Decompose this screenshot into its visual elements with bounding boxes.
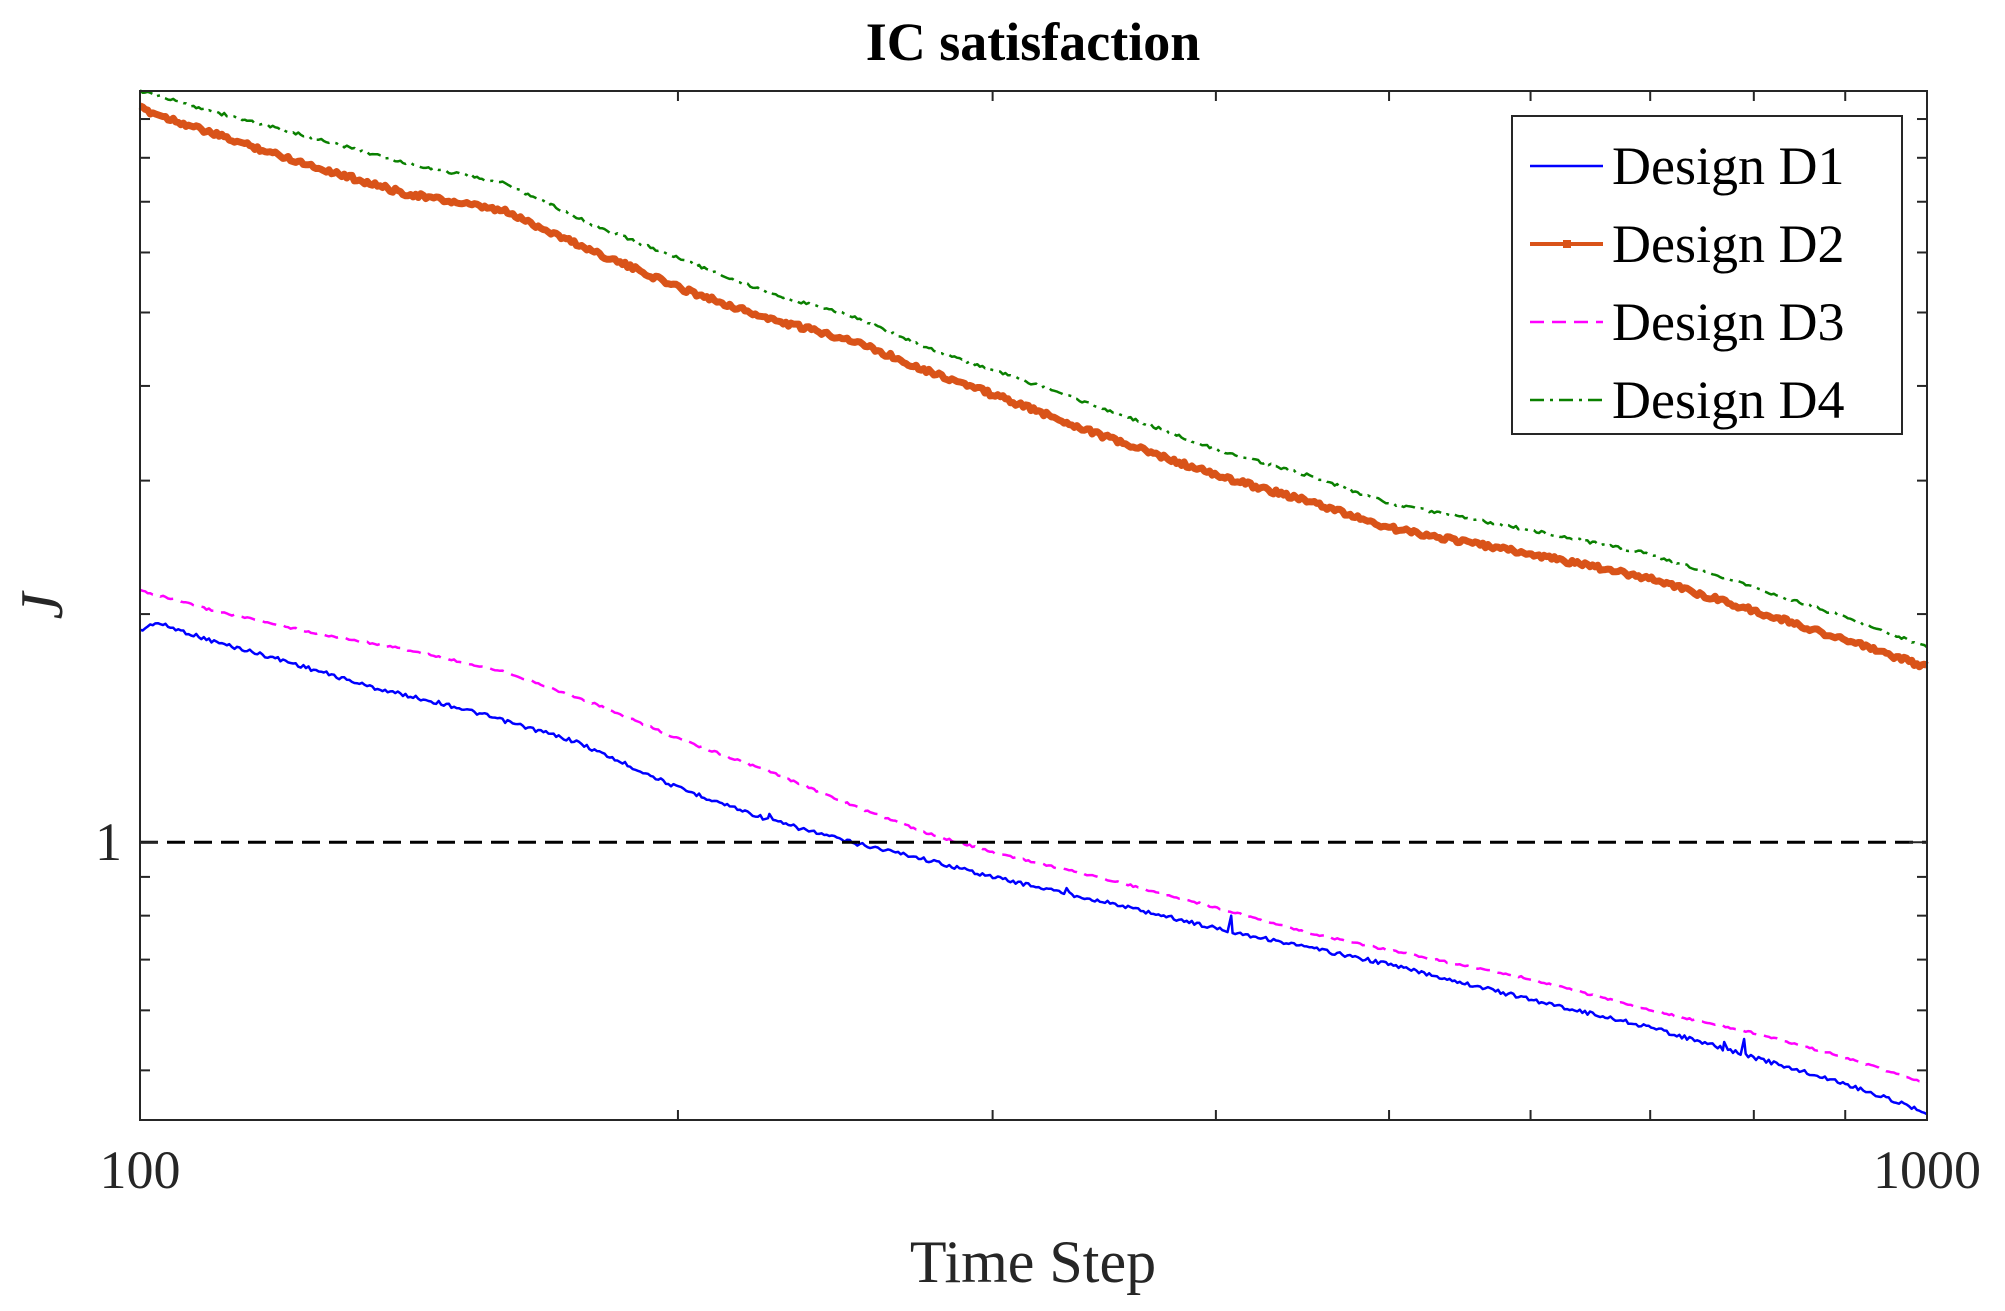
series-line-design-d1 <box>139 621 1928 1116</box>
legend-label-2: Design D2 <box>1612 214 1844 274</box>
legend-label-1: Design D1 <box>1612 136 1844 196</box>
series-layer <box>138 89 1929 1116</box>
legend: Design D1 Design D2 Design D3 Design D4 <box>1511 115 1903 435</box>
x-axis-label: Time Step <box>910 1229 1156 1295</box>
legend-items: Design D1 Design D2 Design D3 Design D4 <box>1530 136 1844 430</box>
legend-label-4: Design D4 <box>1612 370 1844 430</box>
legend-label-3: Design D3 <box>1612 292 1844 352</box>
legend-box <box>1511 115 1903 435</box>
ticks-layer: 100 1000 1 <box>95 91 1981 1200</box>
series-line-design-d3 <box>139 588 1928 1086</box>
x-tick-label: 100 <box>100 1140 181 1200</box>
legend-marker <box>1563 240 1571 248</box>
series-line-design-d2 <box>138 102 1929 671</box>
y-axis-label: J <box>9 590 75 619</box>
chart-title: IC satisfaction <box>866 12 1201 72</box>
series-line-design-d4 <box>139 89 1928 649</box>
axes-frame <box>139 90 1928 1121</box>
y-tick-label: 1 <box>95 812 122 872</box>
x-tick-label: 1000 <box>1873 1140 1981 1200</box>
